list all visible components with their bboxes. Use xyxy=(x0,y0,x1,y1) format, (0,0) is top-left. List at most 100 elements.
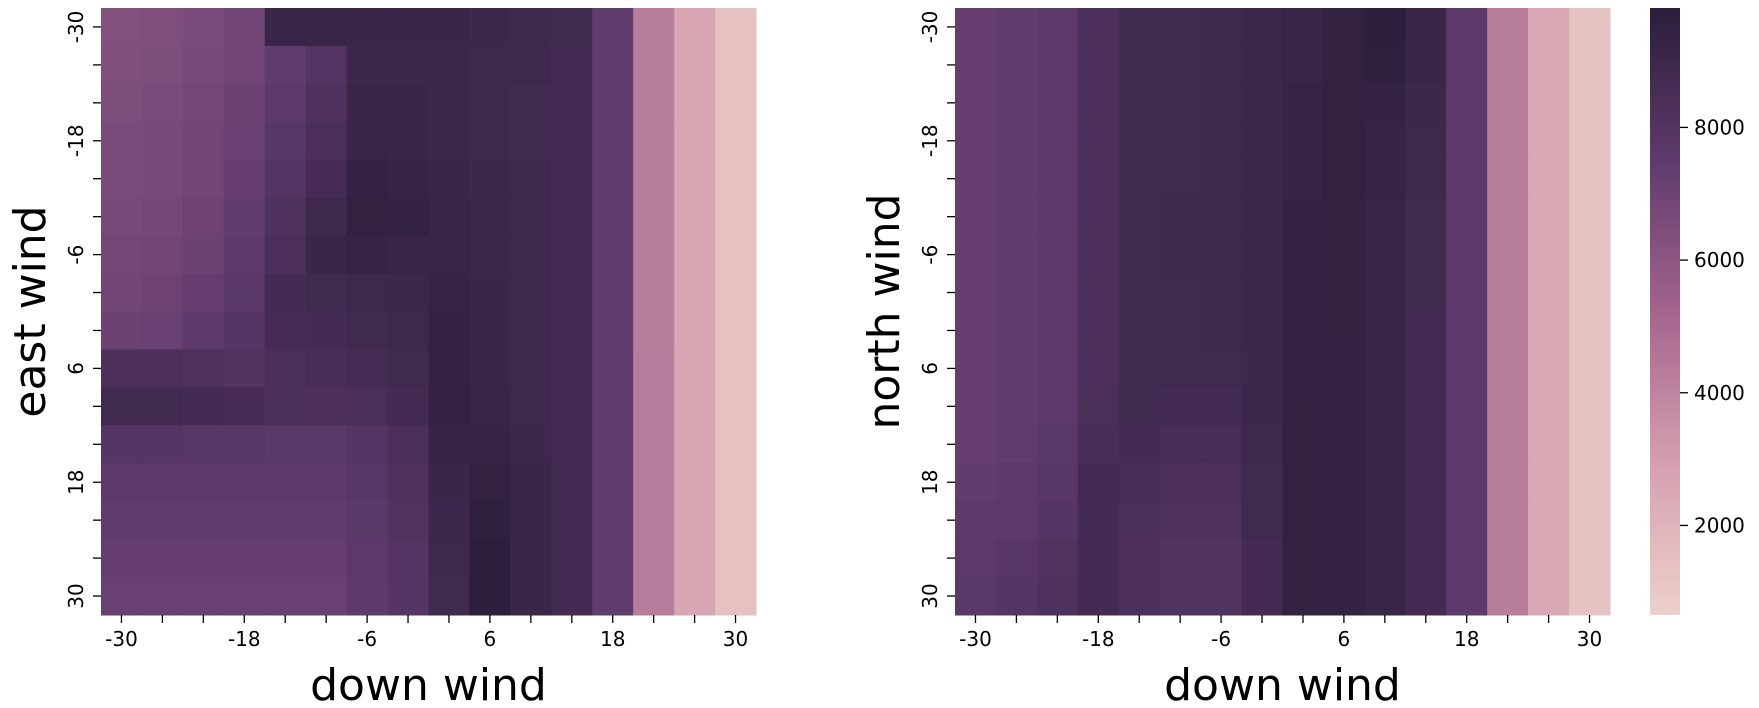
heatmap-cell xyxy=(346,577,389,616)
heatmap-cell xyxy=(469,463,511,502)
heatmap-cell xyxy=(305,501,348,540)
heatmap-cell xyxy=(995,577,1038,616)
heatmap-cell xyxy=(715,45,757,85)
heatmap-cell xyxy=(551,159,593,199)
heatmap-cell xyxy=(995,387,1038,426)
heatmap-cell xyxy=(1528,463,1570,502)
heatmap-cell xyxy=(1118,121,1161,161)
heatmap-cell xyxy=(1241,159,1283,199)
heatmap-cell xyxy=(141,45,184,85)
heatmap-cell xyxy=(995,83,1038,123)
heatmap-cell xyxy=(387,387,429,426)
heatmap-cell xyxy=(674,8,716,47)
colorbar-tick-label: 4000 xyxy=(1694,381,1745,405)
heatmap-cell xyxy=(955,121,997,161)
heatmap-cell xyxy=(1528,8,1570,47)
heatmap-cell xyxy=(1405,45,1447,85)
heatmap-cell xyxy=(1159,159,1202,199)
heatmap-cell xyxy=(1077,8,1120,47)
heatmap-cell xyxy=(1036,159,1079,199)
heatmap-cell xyxy=(715,463,757,502)
heatmap-cell xyxy=(674,311,716,350)
heatmap-cell xyxy=(1241,501,1283,540)
heatmap-cell xyxy=(1159,83,1202,123)
heatmap-cell xyxy=(428,273,470,312)
heatmap-cell xyxy=(1159,501,1202,540)
heatmap-cell xyxy=(182,501,225,540)
heatmap-cell xyxy=(223,577,266,616)
heatmap-cell xyxy=(1487,539,1529,578)
heatmap-cell xyxy=(1118,235,1161,275)
heatmap-cell xyxy=(1282,121,1324,161)
heatmap-cell xyxy=(1241,463,1283,502)
heatmap-cell xyxy=(551,273,593,312)
heatmap-cell xyxy=(674,463,716,502)
heatmap-cell xyxy=(1077,425,1120,464)
heatmap-cell xyxy=(633,235,675,275)
heatmap-cell xyxy=(1405,425,1447,464)
heatmap-cell xyxy=(182,45,225,85)
heatmap-cell xyxy=(101,235,143,275)
heatmap-cell xyxy=(1118,463,1161,502)
heatmap-cell xyxy=(674,577,716,616)
heatmap-cell xyxy=(1323,45,1365,85)
heatmap-cell xyxy=(995,349,1038,388)
heatmap-cell xyxy=(1364,273,1406,312)
heatmap-cell xyxy=(1364,235,1406,275)
heatmap-cell xyxy=(1036,8,1079,47)
heatmap-cell xyxy=(1077,463,1120,502)
heatmap-cell xyxy=(1446,235,1488,275)
heatmap-cell xyxy=(182,159,225,199)
heatmap-cell xyxy=(1159,45,1202,85)
heatmap-cell xyxy=(101,197,143,237)
heatmap-cell xyxy=(1159,425,1202,464)
heatmap-cell xyxy=(1487,501,1529,540)
heatmap-cell xyxy=(633,539,675,578)
heatmap-cell xyxy=(141,349,184,388)
heatmap-cell xyxy=(551,311,593,350)
heatmap-cell xyxy=(674,121,716,161)
heatmap-cell xyxy=(1487,83,1529,123)
heatmap-cell xyxy=(510,501,552,540)
heatmap-cell xyxy=(633,311,675,350)
heatmap-cell xyxy=(1200,121,1243,161)
heatmap-cell xyxy=(592,387,634,426)
heatmap-cell xyxy=(1446,425,1488,464)
heatmap-cell xyxy=(1200,539,1243,578)
heatmap-cell xyxy=(182,273,225,312)
heatmap-cell xyxy=(1159,197,1202,237)
heatmap-cell xyxy=(715,349,757,388)
heatmap-cell xyxy=(1446,273,1488,312)
heatmap-cell xyxy=(1200,8,1243,47)
x-tick-label: -18 xyxy=(228,627,261,651)
heatmap-cell xyxy=(101,539,143,578)
heatmap-cell xyxy=(101,311,143,350)
heatmap-cell xyxy=(387,197,429,237)
heatmap-cell xyxy=(1241,273,1283,312)
heatmap-cell xyxy=(1487,45,1529,85)
heatmap-cell xyxy=(264,539,307,578)
y-tick-label: 18 xyxy=(918,469,942,494)
x-tick-label: 30 xyxy=(1577,627,1602,651)
heatmap-cell xyxy=(1036,349,1079,388)
heatmap-cell xyxy=(1282,8,1324,47)
heatmap-cell xyxy=(1446,8,1488,47)
heatmap-cell xyxy=(346,273,389,312)
heatmap-cell xyxy=(469,83,511,123)
heatmap-cell xyxy=(223,235,266,275)
heatmap-cell xyxy=(1405,349,1447,388)
heatmap-cell xyxy=(387,539,429,578)
heatmap-cell xyxy=(1405,197,1447,237)
heatmap-cell xyxy=(469,8,511,47)
heatmap-cell xyxy=(510,577,552,616)
heatmap-cell xyxy=(1159,387,1202,426)
heatmap-cell xyxy=(995,425,1038,464)
heatmap-cell xyxy=(592,45,634,85)
heatmap-cell xyxy=(1077,311,1120,350)
heatmap-cell xyxy=(1036,197,1079,237)
heatmap-cell xyxy=(1569,577,1611,616)
heatmap-cell xyxy=(1241,577,1283,616)
heatmap-cell xyxy=(1323,539,1365,578)
heatmap-cell xyxy=(955,349,997,388)
